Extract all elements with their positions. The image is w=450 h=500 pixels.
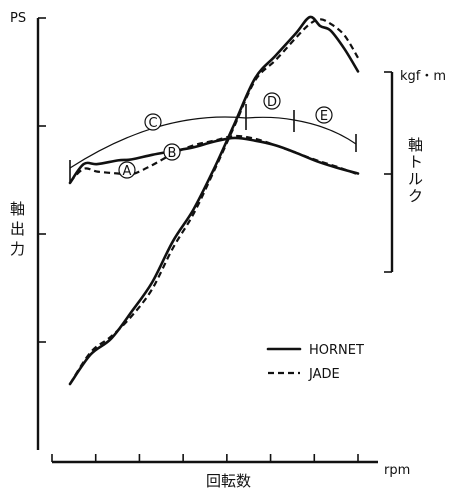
hornet-power-curve: [68, 15, 360, 386]
jade-power-curve: [69, 18, 359, 385]
annotation-e: E: [315, 106, 333, 124]
x-axis-label: 回転数: [206, 472, 251, 490]
series-group: [68, 15, 360, 386]
annotation-d-label: D: [267, 95, 277, 110]
annotation-a: A: [118, 161, 136, 179]
annotation-b: B: [163, 143, 181, 161]
right-axis-label: 軸トルク: [408, 136, 423, 205]
legend: HORNET JADE: [266, 343, 364, 382]
annotation-c: C: [144, 113, 162, 131]
range-arc-e: [293, 119, 357, 145]
x-axis-ticks: [51, 454, 359, 462]
annotation-a-label: A: [123, 164, 132, 179]
left-axis-label: 軸出力: [10, 200, 25, 258]
annotation-e-label: E: [320, 109, 328, 124]
annotation-d: D: [263, 92, 281, 110]
jade-torque-curve: [69, 134, 359, 183]
range-arc-d: [245, 116, 295, 121]
annotation-c-label: C: [148, 116, 157, 131]
x-axis-unit: rpm: [384, 463, 410, 478]
left-axis-ticks: [38, 17, 46, 343]
right-axis-unit: kgf・m: [400, 69, 446, 84]
annotation-b-label: B: [168, 146, 177, 161]
legend-label-jade: JADE: [308, 367, 340, 382]
left-axis-unit: PS: [10, 11, 26, 26]
legend-label-hornet: HORNET: [309, 343, 364, 358]
right-axis-ticks: [384, 71, 392, 273]
